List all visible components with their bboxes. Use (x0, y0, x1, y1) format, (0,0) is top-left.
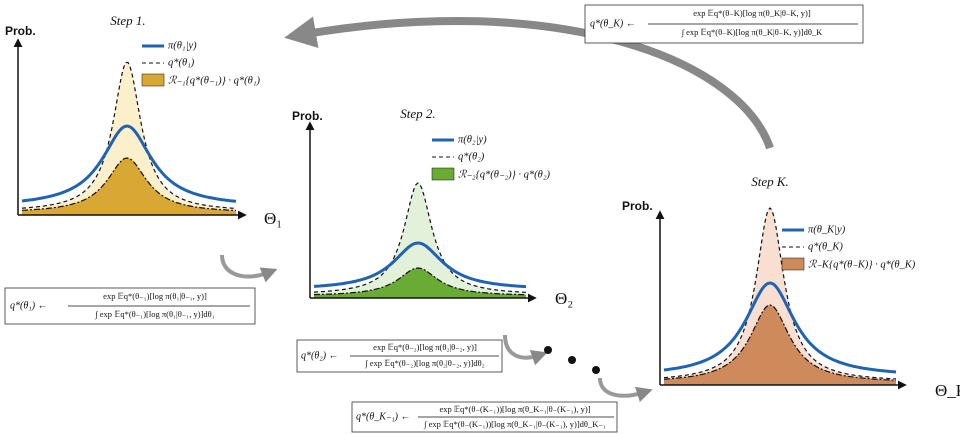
y-axis-label: Prob. (5, 24, 36, 38)
formula-denominator: ∫ exp 𝔼q*(θ₋K)[log π(θ_K|θ₋K, y)]dθ_K (681, 27, 823, 38)
r-area (22, 158, 236, 215)
x-axis-label: Θ_K (935, 381, 960, 400)
legend-label: q*(θ₂) (458, 151, 485, 162)
legend-label: q*(θ₁) (168, 57, 195, 68)
flow-arrow (598, 377, 653, 403)
flow-arrow (503, 334, 548, 366)
formula-lhs: q*(θ_K) ← (590, 18, 636, 29)
legend-label: π(θ₁|y) (168, 40, 197, 51)
formula: q*(θ₂) ← exp 𝔼q*(θ₋₂)[log π(θ₂|θ₋₂, y)] … (296, 339, 503, 373)
q-area (314, 183, 526, 298)
formula-denominator: ∫ exp 𝔼q*(θ₋₂)[log π(θ₂|θ₋₂, y)]dθ₂ (364, 358, 484, 369)
q-area (22, 62, 236, 215)
formula-numerator: exp 𝔼q*(θ₋(K₋₁))[log π(θ_K₋₁|θ₋(K₋₁), y)… (439, 404, 590, 414)
formula-numerator: exp 𝔼q*(θ₋K)[log π(θ_K|θ₋K, y)] (693, 8, 811, 18)
ellipsis-dot (592, 366, 600, 374)
formula-numerator: exp 𝔼q*(θ₋₁)[log π(θ₁|θ₋₁, y)] (103, 291, 207, 301)
legend-label: ℛ₋K{q*(θ₋K)} · q*(θ_K) (808, 258, 916, 270)
legend-label: ℛ₋₁{q*(θ₋₁)} · q*(θ₁) (168, 74, 260, 86)
legend-swatch (431, 167, 455, 181)
formula-lhs: q*(θ₂) ← (301, 350, 339, 361)
posterior-curve (663, 281, 897, 374)
x-axis-label: Θ₂ (555, 289, 573, 308)
legend-label: π(θ_K|y) (808, 224, 846, 235)
q-area (664, 208, 896, 385)
formula: q*(θ_K) ← exp 𝔼q*(θ₋K)[log π(θ_K|θ₋K, y)… (584, 4, 864, 44)
r-curve (313, 267, 527, 296)
formula-denominator: ∫ exp 𝔼q*(θ₋₁)[log π(θ₁|θ₋₁, y)]dθ₁ (94, 309, 214, 320)
x-axis-label: Θ₁ (264, 209, 282, 228)
formula: q*(θ_K₋₁) ← exp 𝔼q*(θ₋(K₋₁))[log π(θ_K₋₁… (351, 401, 618, 433)
step-label: Step 1. (110, 13, 145, 28)
y-axis-label: Prob. (292, 109, 323, 123)
formula-numerator: exp 𝔼q*(θ₋₂)[log π(θ₂|θ₋₂, y)] (373, 342, 477, 352)
posterior-curve (21, 124, 237, 203)
y-axis-label: Prob. (622, 199, 653, 213)
ellipsis-dot (544, 346, 552, 354)
plot-panel: Prob. Step K. Θ_K π(θ_K|y) q*(θ_K) ℛ₋K{q*(θ₋K… (622, 174, 960, 400)
flow-arrow (220, 254, 278, 283)
r-area (314, 268, 526, 298)
r-curve (21, 157, 237, 212)
r-area (664, 305, 896, 385)
step-label: Step 2. (400, 106, 435, 121)
q-curve (21, 61, 237, 209)
legend-label: q*(θ_K) (808, 241, 843, 252)
ellipsis-dot (568, 356, 576, 364)
formula: q*(θ₁) ← exp 𝔼q*(θ₋₁)[log π(θ₁|θ₋₁, y)] … (4, 287, 256, 325)
step-label: Step K. (751, 174, 789, 189)
legend-label: ℛ₋₂{q*(θ₋₂)} · q*(θ₂) (458, 168, 550, 180)
legend-swatch (781, 257, 805, 271)
legend-swatch (141, 73, 165, 87)
q-curve (313, 182, 527, 293)
posterior-curve (313, 241, 527, 289)
plot-panel: Prob. Step 2. Θ₂ π(θ₂|y) q*(θ₂) ℛ₋₂{q*(θ₋₂)} … (292, 106, 573, 308)
formula-lhs: q*(θ_K₋₁) ← (356, 411, 411, 422)
r-curve (663, 304, 897, 381)
formula-lhs: q*(θ₁) ← (10, 300, 48, 311)
plot-panel: Prob. Step 1. Θ₁ π(θ₁|y) q*(θ₁) ℛ₋₁{q*(θ₋₁)} … (5, 13, 282, 228)
legend-label: π(θ₂|y) (458, 134, 487, 145)
formula-denominator: ∫ exp 𝔼q*(θ₋(K₋₁))[log π(θ_K₋₁|θ₋(K₋₁), … (423, 419, 606, 430)
